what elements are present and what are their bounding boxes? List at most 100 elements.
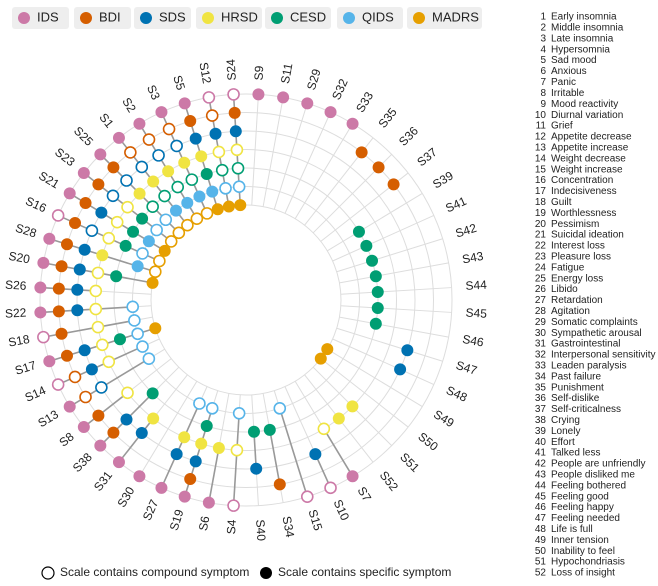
spoke-label: S18 (7, 332, 31, 350)
spoke-label: S47 (454, 358, 479, 378)
symptom-dot (277, 91, 290, 104)
spoke-label: S33 (353, 89, 376, 115)
legend: IDS BDI SDS HRSD CESD QIDS MADRS (12, 7, 482, 29)
symptom-dot (146, 200, 159, 213)
spoke-label: S39 (430, 168, 456, 191)
link (232, 413, 240, 506)
spoke-label: S21 (36, 168, 62, 191)
spoke-label: S35 (376, 105, 400, 131)
symptom-dot (146, 387, 159, 400)
symptom-dot (63, 187, 76, 200)
spoke-label: S45 (465, 305, 487, 320)
symptom-dot (209, 127, 222, 140)
spoke (262, 97, 284, 207)
spoke-label: S10 (331, 497, 353, 523)
symptom-dot (79, 196, 92, 209)
link (323, 428, 354, 477)
spoke-label: S42 (454, 221, 479, 241)
legend-swatch (413, 12, 425, 24)
symptom-dot (133, 117, 146, 130)
key-number: 38 (535, 415, 547, 426)
symptom-dot (102, 231, 116, 245)
symptom-dot (107, 161, 120, 174)
symptom-dot (77, 421, 90, 434)
symptom-dot (346, 400, 359, 413)
key-number: 15 (535, 164, 547, 175)
symptom-dot (219, 182, 232, 195)
compound-marker (41, 566, 55, 580)
key-number: 33 (535, 361, 547, 372)
symptom-dot (60, 349, 73, 362)
symptom-dot (346, 470, 359, 483)
key-number: 11 (536, 121, 547, 132)
legend-swatch (343, 12, 355, 24)
key-number: 25 (535, 273, 547, 284)
key-number: 6 (540, 66, 546, 77)
spoke-label: S38 (70, 450, 95, 475)
symptom-dot (91, 320, 105, 334)
symptom-dot (263, 423, 276, 436)
symptom-dot (69, 217, 82, 230)
symptom-dot (200, 207, 214, 220)
symptom-dot (92, 178, 105, 191)
ring (58, 112, 434, 488)
key-number: 40 (535, 437, 547, 448)
spoke (340, 305, 452, 313)
key-number: 3 (540, 33, 546, 44)
symptom-dot (95, 381, 108, 394)
key-number: 36 (535, 393, 547, 404)
symptom-dot (189, 455, 202, 468)
ring (132, 186, 360, 414)
symptom-dot (170, 139, 183, 153)
spoke-label: S36 (396, 124, 421, 149)
spoke (336, 238, 443, 273)
key-label: Pleasure loss (551, 251, 611, 262)
key-label: Late insomnia (551, 33, 614, 44)
symptom-dot (135, 160, 149, 174)
symptom-dot (110, 215, 124, 229)
spoke-label: S52 (377, 468, 401, 494)
key-label: Diurnal variation (551, 110, 623, 121)
symptom-dot (250, 462, 263, 475)
symptom-dot (63, 400, 76, 413)
spoke (294, 123, 353, 219)
symptom-dot (230, 143, 244, 157)
legend-label: MADRS (432, 9, 479, 24)
symptom-dot (85, 363, 98, 376)
symptom-dot (77, 166, 90, 179)
key-number: 51 (535, 557, 547, 568)
symptom-dot (55, 260, 68, 273)
spoke-label: S4 (224, 519, 239, 535)
spoke-label: S50 (415, 430, 441, 454)
symptom-dot (37, 330, 50, 344)
spoke (332, 338, 435, 386)
symptom-dot (387, 178, 400, 191)
symptom-dot (366, 254, 379, 267)
symptom-dot (37, 256, 50, 269)
key-label: Appetite decrease (551, 132, 632, 143)
symptom-dot (190, 212, 204, 226)
key-number: 29 (535, 317, 547, 328)
symptom-dot (200, 420, 213, 433)
key-label: Feeling happy (551, 502, 614, 513)
key-number: 8 (540, 88, 546, 99)
symptom-dot (184, 473, 197, 486)
symptom-dot (232, 406, 246, 420)
symptom-dot (230, 443, 244, 457)
symptom-dot (346, 117, 359, 130)
key-number: 35 (535, 382, 547, 393)
specific-marker (260, 567, 272, 579)
spoke-label: S9 (251, 65, 266, 81)
spoke (332, 214, 435, 262)
legend-swatch (80, 12, 92, 24)
spoke-label: S32 (329, 76, 351, 102)
spoke-label: S28 (14, 221, 39, 241)
key-label: Middle insomnia (551, 23, 624, 34)
spoke-label: S2 (119, 95, 139, 115)
spoke-label: S19 (167, 507, 187, 532)
symptom-dot (136, 247, 149, 260)
symptom-dot (149, 322, 162, 335)
symptom-dot (178, 156, 191, 169)
key-label: Self-criticalness (551, 404, 621, 415)
